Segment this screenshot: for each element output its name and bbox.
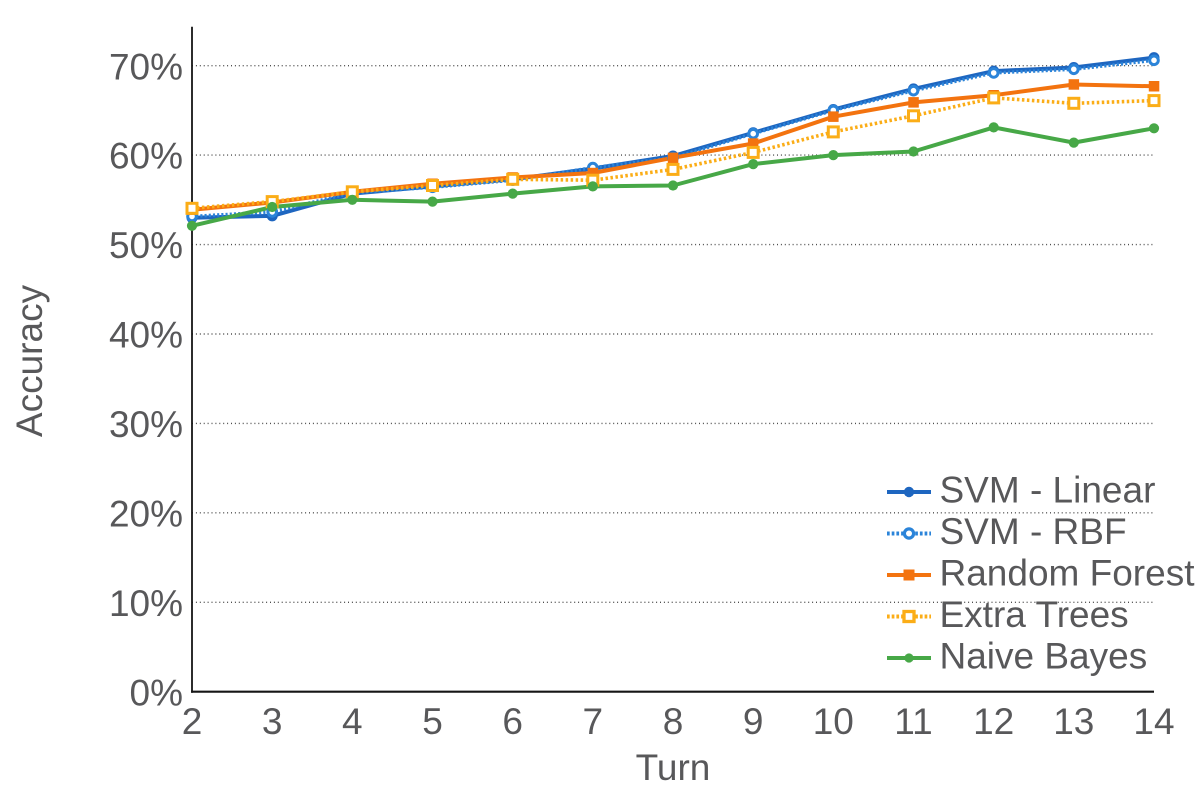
svg-text:Extra Trees: Extra Trees [940, 594, 1129, 635]
svg-text:10%: 10% [109, 583, 183, 624]
svg-text:SVM - Linear: SVM - Linear [940, 469, 1156, 510]
svg-text:7: 7 [583, 701, 604, 742]
svg-text:70%: 70% [109, 46, 183, 87]
svg-text:Random Forest: Random Forest [940, 552, 1196, 593]
svg-text:Turn: Turn [636, 747, 711, 788]
svg-text:Accuracy: Accuracy [9, 284, 50, 437]
svg-text:14: 14 [1133, 701, 1174, 742]
svg-text:10: 10 [813, 701, 854, 742]
svg-text:60%: 60% [109, 136, 183, 177]
svg-text:SVM - RBF: SVM - RBF [940, 511, 1127, 552]
svg-text:3: 3 [262, 701, 283, 742]
svg-text:Naive Bayes: Naive Bayes [940, 635, 1148, 676]
svg-text:40%: 40% [109, 315, 183, 356]
svg-text:4: 4 [342, 701, 363, 742]
svg-text:5: 5 [422, 701, 443, 742]
svg-text:2: 2 [182, 701, 203, 742]
svg-text:12: 12 [973, 701, 1014, 742]
svg-text:50%: 50% [109, 225, 183, 266]
svg-text:6: 6 [502, 701, 523, 742]
svg-text:20%: 20% [109, 493, 183, 534]
svg-text:11: 11 [894, 701, 932, 742]
svg-text:13: 13 [1053, 701, 1094, 742]
svg-text:0%: 0% [130, 672, 183, 713]
svg-text:9: 9 [743, 701, 764, 742]
svg-text:30%: 30% [109, 404, 183, 445]
svg-text:8: 8 [663, 701, 684, 742]
